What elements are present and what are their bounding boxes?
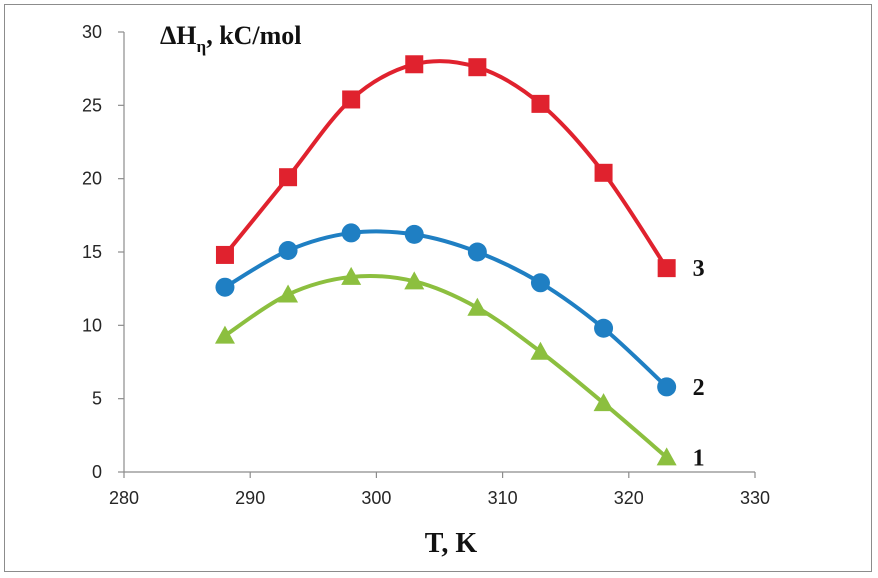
x-tick-label: 280: [109, 488, 139, 508]
series-1-point: [593, 393, 614, 412]
y-axis-title-subscript: η: [197, 37, 207, 56]
ticks: 280 290 300 310 320 330 0 5 10 15 20 25 30: [82, 22, 770, 508]
y-tick-label: 25: [82, 95, 102, 115]
y-tick-label: 15: [82, 242, 102, 262]
series-2-point: [341, 223, 361, 243]
series-1-point: [214, 325, 235, 344]
y-tick-label: 0: [92, 462, 102, 482]
series-3-point: [405, 55, 424, 74]
series-2-point: [278, 241, 298, 261]
series-2-point: [657, 377, 677, 397]
y-tick-label: 5: [92, 389, 102, 409]
y-tick-label: 10: [82, 315, 102, 335]
series-2-point: [215, 277, 235, 297]
x-axis-title: T, K: [425, 528, 478, 559]
x-tick-label: 330: [740, 488, 770, 508]
series-1-line: [222, 273, 669, 460]
series-1-point: [530, 341, 551, 360]
series-2-point: [404, 224, 424, 244]
y-axis-title: ΔHη, kC/mol: [160, 21, 302, 56]
y-axis-title-rest: , kC/mol: [206, 21, 301, 50]
series-1-point: [467, 297, 488, 316]
y-tick-label: 20: [82, 169, 102, 189]
series-2-label: 2: [693, 375, 705, 401]
series-3-point: [594, 163, 613, 182]
series-labels: 3 2 1: [693, 256, 705, 471]
y-tick-label: 30: [82, 22, 102, 42]
series-1-point: [341, 266, 362, 285]
series-3-point: [342, 90, 361, 109]
x-tick-label: 290: [235, 488, 265, 508]
x-tick-label: 310: [488, 488, 518, 508]
series-1-label: 1: [693, 445, 705, 471]
x-tick-label: 320: [614, 488, 644, 508]
series-3-point: [468, 58, 487, 77]
series-2-point: [594, 318, 614, 338]
series-3-point: [279, 168, 298, 187]
series-2-point: [530, 273, 550, 293]
series-markers: [214, 55, 677, 466]
series-2-point: [467, 242, 487, 262]
series-3-label: 3: [693, 256, 705, 282]
series-1-point: [656, 447, 677, 466]
x-tick-label: 300: [361, 488, 391, 508]
series-1-point: [404, 271, 425, 290]
series-1-point: [278, 284, 299, 303]
series-3-point: [657, 259, 676, 278]
series-3-point: [531, 94, 550, 113]
series-3-point: [215, 245, 234, 264]
y-axis-title-main: ΔH: [160, 21, 197, 50]
